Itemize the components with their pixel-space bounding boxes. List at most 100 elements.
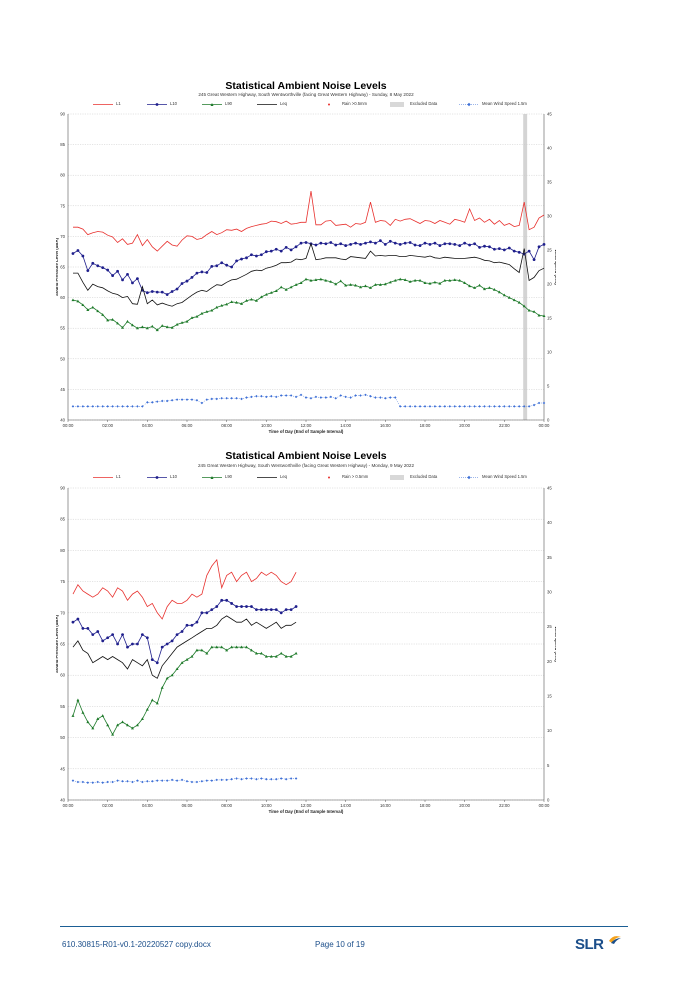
point-mean-wind-speed-1-5m <box>309 396 313 400</box>
point-mean-wind-speed-1-5m <box>101 781 104 784</box>
point-mean-wind-speed-1-5m <box>483 405 486 408</box>
y-tick-label: 60 <box>60 673 65 678</box>
point-l90 <box>96 717 100 720</box>
point-l10 <box>180 630 184 633</box>
y2-axis-title: Wind speed (m/s) <box>554 626 556 662</box>
y2-tick-label: 25 <box>547 624 552 629</box>
point-mean-wind-speed-1-5m <box>175 398 179 401</box>
point-l90 <box>354 283 358 287</box>
point-mean-wind-speed-1-5m <box>532 403 536 407</box>
point-l90 <box>195 314 199 318</box>
point-l90 <box>81 711 85 714</box>
point-mean-wind-speed-1-5m <box>220 778 223 782</box>
point-mean-wind-speed-1-5m <box>458 405 461 408</box>
point-l90 <box>185 319 189 323</box>
point-mean-wind-speed-1-5m <box>512 405 516 408</box>
point-l90 <box>259 651 263 655</box>
point-l90 <box>116 723 120 727</box>
point-l90 <box>319 277 323 281</box>
point-mean-wind-speed-1-5m <box>200 780 204 783</box>
point-mean-wind-speed-1-5m <box>344 395 347 399</box>
point-mean-wind-speed-1-5m <box>86 781 90 784</box>
point-mean-wind-speed-1-5m <box>319 396 323 399</box>
chart-title: Statistical Ambient Noise Levels <box>225 450 387 462</box>
point-l10 <box>408 241 412 244</box>
point-l10 <box>96 264 100 268</box>
point-l90 <box>383 282 387 286</box>
point-mean-wind-speed-1-5m <box>71 405 75 408</box>
point-l10 <box>160 645 164 649</box>
point-l10 <box>502 248 506 252</box>
point-l10 <box>145 291 149 295</box>
series-line-mean-wind-speed-1-5m <box>72 778 297 783</box>
point-l10 <box>413 243 417 247</box>
point-l90 <box>388 280 392 284</box>
point-l90 <box>225 302 229 306</box>
y-axis-title: Sound Pressure Level (dBA) <box>56 614 59 673</box>
point-l10 <box>463 241 467 245</box>
point-mean-wind-speed-1-5m <box>225 778 228 782</box>
point-mean-wind-speed-1-5m <box>170 399 174 402</box>
point-mean-wind-speed-1-5m <box>443 405 447 408</box>
point-mean-wind-speed-1-5m <box>76 405 80 408</box>
point-mean-wind-speed-1-5m <box>230 777 233 781</box>
point-l10 <box>259 608 263 612</box>
point-l90 <box>339 279 343 283</box>
point-l10 <box>111 633 115 637</box>
point-l90 <box>349 283 353 286</box>
x-tick-label: 16:00 <box>380 423 391 428</box>
point-mean-wind-speed-1-5m <box>71 779 75 782</box>
point-mean-wind-speed-1-5m <box>284 394 288 397</box>
point-l90 <box>279 285 283 289</box>
x-axis-title: Time of Day (End of Sample Interval) <box>269 429 344 434</box>
point-l90 <box>532 310 536 313</box>
point-mean-wind-speed-1-5m <box>250 395 253 399</box>
point-mean-wind-speed-1-5m <box>542 401 546 405</box>
point-l10 <box>131 281 134 285</box>
point-mean-wind-speed-1-5m <box>284 777 288 781</box>
point-l10 <box>126 272 129 276</box>
y-tick-label: 75 <box>60 203 65 208</box>
point-l90 <box>324 278 328 282</box>
point-l90 <box>393 278 397 282</box>
point-l10 <box>483 244 486 248</box>
point-l10 <box>245 605 248 608</box>
point-mean-wind-speed-1-5m <box>299 393 303 397</box>
point-mean-wind-speed-1-5m <box>195 399 199 402</box>
point-l10 <box>428 242 432 246</box>
point-l10 <box>264 608 268 612</box>
point-l90 <box>121 720 125 724</box>
point-l10 <box>284 246 288 249</box>
point-l10 <box>81 254 85 258</box>
point-l10 <box>140 633 144 637</box>
point-l10 <box>423 241 427 245</box>
point-l10 <box>443 242 447 246</box>
point-l90 <box>170 673 174 677</box>
point-mean-wind-speed-1-5m <box>111 780 114 784</box>
point-l10 <box>279 611 283 615</box>
point-l10 <box>96 630 100 633</box>
point-l10 <box>215 605 219 608</box>
point-l90 <box>428 281 432 285</box>
point-l10 <box>493 247 496 251</box>
point-l90 <box>225 648 229 652</box>
series-line-l10 <box>72 599 297 664</box>
point-l10 <box>314 243 318 247</box>
y-tick-label: 90 <box>60 486 65 491</box>
point-l10 <box>245 256 248 260</box>
point-l10 <box>225 263 229 267</box>
point-l90 <box>200 648 204 652</box>
y-tick-label: 40 <box>60 418 65 423</box>
point-mean-wind-speed-1-5m <box>165 399 169 403</box>
point-mean-wind-speed-1-5m <box>111 405 114 408</box>
footer-document-name: 610.30815-R01-v0.1-20220527 copy.docx <box>62 940 211 949</box>
point-mean-wind-speed-1-5m <box>393 396 397 399</box>
y-tick-label: 90 <box>60 112 65 117</box>
point-l90 <box>289 654 293 658</box>
point-mean-wind-speed-1-5m <box>76 780 80 784</box>
point-mean-wind-speed-1-5m <box>260 394 263 398</box>
point-l10 <box>210 264 214 268</box>
point-mean-wind-speed-1-5m <box>151 780 154 783</box>
point-l10 <box>91 633 95 637</box>
x-tick-label: 22:00 <box>499 803 510 808</box>
